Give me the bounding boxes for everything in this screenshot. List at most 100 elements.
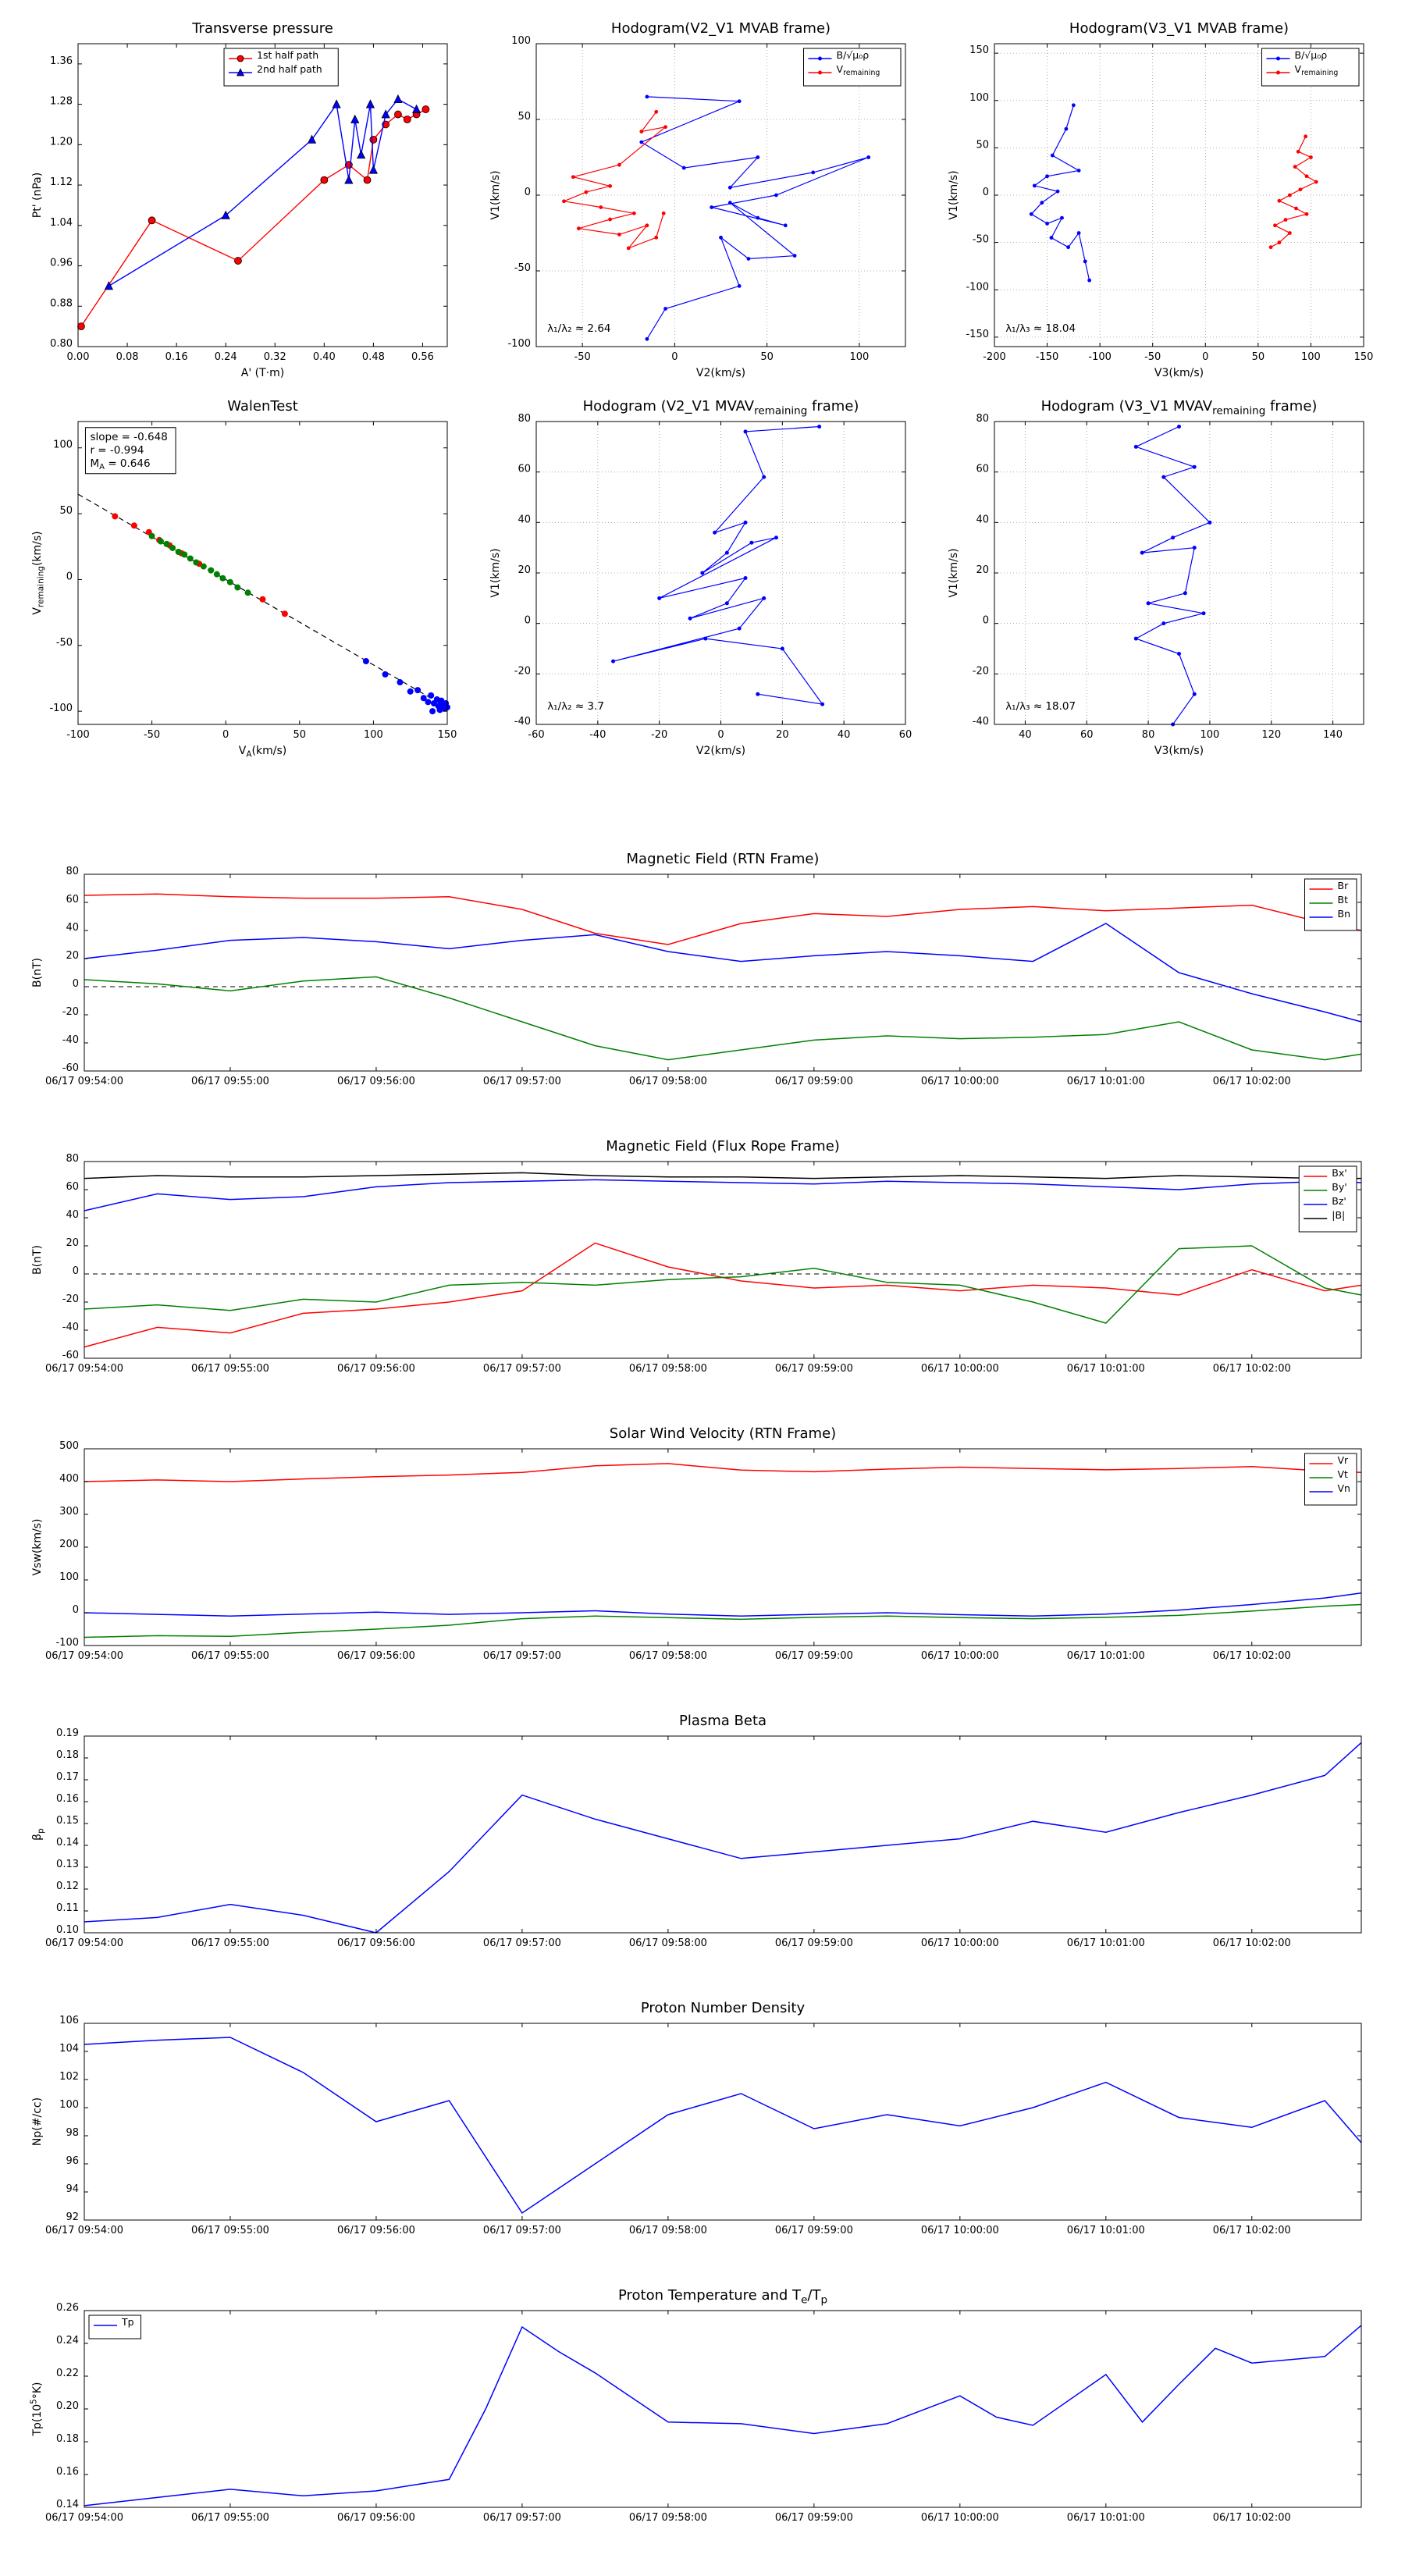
svg-text:06/17 09:54:00: 06/17 09:54:00	[45, 1937, 123, 1949]
svg-text:80: 80	[518, 413, 531, 425]
svg-text:0.15: 0.15	[56, 1815, 79, 1827]
svg-text:-20: -20	[651, 729, 667, 741]
svg-text:-20: -20	[973, 665, 989, 677]
svg-text:VA(km/s): VA(km/s)	[239, 745, 286, 760]
svg-text:-100: -100	[966, 281, 989, 293]
proton-temperature-chart: 06/17 09:54:00 06/17 09:55:00 06/17 09:56:…	[28, 2282, 1377, 2540]
svg-text:MA = 0.646: MA = 0.646	[90, 457, 150, 471]
svg-text:Plasma Beta: Plasma Beta	[679, 1713, 767, 1729]
svg-text:120: 120	[1261, 729, 1281, 741]
svg-text:Vt: Vt	[1338, 1468, 1349, 1480]
svg-text:0.56: 0.56	[411, 351, 434, 363]
svg-text:06/17 10:02:00: 06/17 10:02:00	[1213, 2512, 1291, 2524]
solar-wind-velocity-chart: 06/17 09:54:00 06/17 09:55:00 06/17 09:56:…	[28, 1421, 1377, 1678]
svg-text:slope = -0.648: slope = -0.648	[90, 431, 167, 443]
svg-text:06/17 09:58:00: 06/17 09:58:00	[629, 2512, 707, 2524]
panel-hodogram-v3v1-mvab: -200 -150 -100 -50 0 50 100 150 -150 -100 -50 0 50 10…	[944, 16, 1376, 382]
svg-text:06/17 09:59:00: 06/17 09:59:00	[775, 1076, 853, 1087]
svg-text:40: 40	[976, 514, 989, 525]
svg-text:06/17 09:56:00: 06/17 09:56:00	[337, 1363, 415, 1375]
svg-text:06/17 09:58:00: 06/17 09:58:00	[629, 2225, 707, 2236]
svg-text:40: 40	[1019, 729, 1032, 741]
svg-text:40: 40	[66, 1209, 79, 1221]
svg-text:0: 0	[73, 1265, 79, 1277]
svg-text:V2(km/s): V2(km/s)	[696, 745, 745, 757]
svg-text:-50: -50	[973, 234, 989, 246]
svg-text:06/17 09:59:00: 06/17 09:59:00	[775, 2512, 853, 2524]
svg-text:60: 60	[1080, 729, 1094, 741]
svg-text:92: 92	[66, 2211, 79, 2223]
svg-text:60: 60	[66, 1181, 79, 1193]
panel-proton-number-density: 06/17 09:54:00 06/17 09:55:00 06/17 09:56:…	[28, 1995, 1377, 2253]
svg-text:B/√μ₀ρ: B/√μ₀ρ	[1295, 49, 1328, 61]
svg-text:06/17 09:56:00: 06/17 09:56:00	[337, 2225, 415, 2236]
svg-text:-200: -200	[983, 351, 1006, 363]
svg-text:06/17 09:54:00: 06/17 09:54:00	[45, 1363, 123, 1375]
svg-text:06/17 10:00:00: 06/17 10:00:00	[921, 1937, 999, 1949]
svg-text:0: 0	[525, 615, 531, 627]
svg-text:Vr: Vr	[1338, 1454, 1350, 1466]
svg-text:Br: Br	[1338, 880, 1350, 891]
svg-text:80: 80	[1142, 729, 1155, 741]
svg-text:Np(#/cc): Np(#/cc)	[31, 2097, 44, 2146]
svg-text:06/17 09:57:00: 06/17 09:57:00	[483, 1363, 561, 1375]
svg-text:-50: -50	[574, 351, 591, 363]
svg-text:V1(km/s): V1(km/s)	[948, 170, 960, 219]
hodogram-v3v1-mvav-chart: 40 60 80 100 120 140 -40 -20 0 20 40 60 80 Hodogram (…	[944, 393, 1376, 760]
svg-text:100: 100	[511, 35, 531, 47]
svg-text:0.16: 0.16	[56, 2466, 79, 2478]
svg-text:0.00: 0.00	[67, 351, 90, 363]
svg-text:1.12: 1.12	[50, 176, 73, 188]
svg-text:50: 50	[518, 111, 531, 123]
svg-text:-40: -40	[62, 1034, 79, 1046]
svg-text:50: 50	[760, 351, 774, 363]
panel-hodogram-v3v1-mvav: 40 60 80 100 120 140 -40 -20 0 20 40 60 80 Hodogram (…	[944, 393, 1376, 760]
svg-text:-20: -20	[514, 665, 531, 677]
svg-text:-100: -100	[55, 1637, 79, 1649]
svg-text:Vremaining(km/s): Vremaining(km/s)	[31, 531, 46, 614]
svg-text:-60: -60	[62, 1350, 79, 1361]
svg-text:1.28: 1.28	[50, 96, 73, 108]
plasma-beta-chart: 06/17 09:54:00 06/17 09:55:00 06/17 09:56:…	[28, 1708, 1377, 1966]
svg-text:06/17 09:55:00: 06/17 09:55:00	[191, 1363, 269, 1375]
svg-text:0.12: 0.12	[56, 1880, 79, 1892]
svg-text:-20: -20	[62, 1293, 79, 1305]
svg-text:-150: -150	[966, 329, 989, 340]
svg-text:Magnetic Field (RTN Frame): Magnetic Field (RTN Frame)	[627, 851, 820, 867]
hodogram-row-2: -100 -50 0 50 100 150 -100 -50 0 50 100 WalenTest VA…	[28, 393, 1377, 760]
svg-text:06/17 10:00:00: 06/17 10:00:00	[921, 1650, 999, 1662]
svg-text:06/17 09:58:00: 06/17 09:58:00	[629, 1937, 707, 1949]
svg-text:06/17 09:55:00: 06/17 09:55:00	[191, 2512, 269, 2524]
panel-hodogram-v2v1-mvav: -60 -40 -20 0 20 40 60 -40 -20 0 20 40 60 80 Hodogram …	[486, 393, 918, 760]
svg-text:20: 20	[66, 950, 79, 962]
svg-text:100: 100	[364, 729, 383, 741]
svg-text:|B|: |B|	[1332, 1209, 1345, 1221]
svg-text:140: 140	[1323, 729, 1343, 741]
svg-text:06/17 09:54:00: 06/17 09:54:00	[45, 1650, 123, 1662]
svg-text:Proton Number Density: Proton Number Density	[641, 2000, 806, 2016]
svg-text:06/17 10:00:00: 06/17 10:00:00	[921, 2225, 999, 2236]
svg-text:06/17 09:58:00: 06/17 09:58:00	[629, 1650, 707, 1662]
svg-text:-50: -50	[56, 637, 73, 649]
svg-text:100: 100	[969, 92, 989, 104]
svg-text:104: 104	[59, 2043, 79, 2055]
svg-text:Solar Wind Velocity (RTN Frame: Solar Wind Velocity (RTN Frame)	[610, 1425, 836, 1442]
svg-text:1.04: 1.04	[50, 217, 73, 229]
hodogram-v3v1-mvab-chart: -200 -150 -100 -50 0 50 100 150 -150 -100 -50 0 50 10…	[944, 16, 1376, 382]
svg-text:λ₁/λ₃ ≈ 18.07: λ₁/λ₃ ≈ 18.07	[1005, 700, 1076, 713]
svg-text:Vsw(km/s): Vsw(km/s)	[31, 1518, 44, 1575]
svg-text:150: 150	[969, 44, 989, 56]
svg-text:06/17 10:01:00: 06/17 10:01:00	[1067, 1363, 1145, 1375]
svg-text:06/17 10:01:00: 06/17 10:01:00	[1067, 1937, 1145, 1949]
svg-text:-60: -60	[62, 1062, 79, 1074]
svg-text:40: 40	[66, 922, 79, 934]
svg-text:Tp: Tp	[121, 2316, 134, 2328]
svg-text:100: 100	[59, 2099, 79, 2111]
svg-text:06/17 10:00:00: 06/17 10:00:00	[921, 1076, 999, 1087]
svg-text:-40: -40	[62, 1322, 79, 1333]
svg-text:2nd half path: 2nd half path	[257, 63, 322, 75]
svg-text:1st half path: 1st half path	[257, 49, 318, 61]
svg-text:500: 500	[59, 1440, 79, 1452]
svg-text:0.24: 0.24	[215, 351, 237, 363]
svg-text:-100: -100	[66, 729, 90, 741]
